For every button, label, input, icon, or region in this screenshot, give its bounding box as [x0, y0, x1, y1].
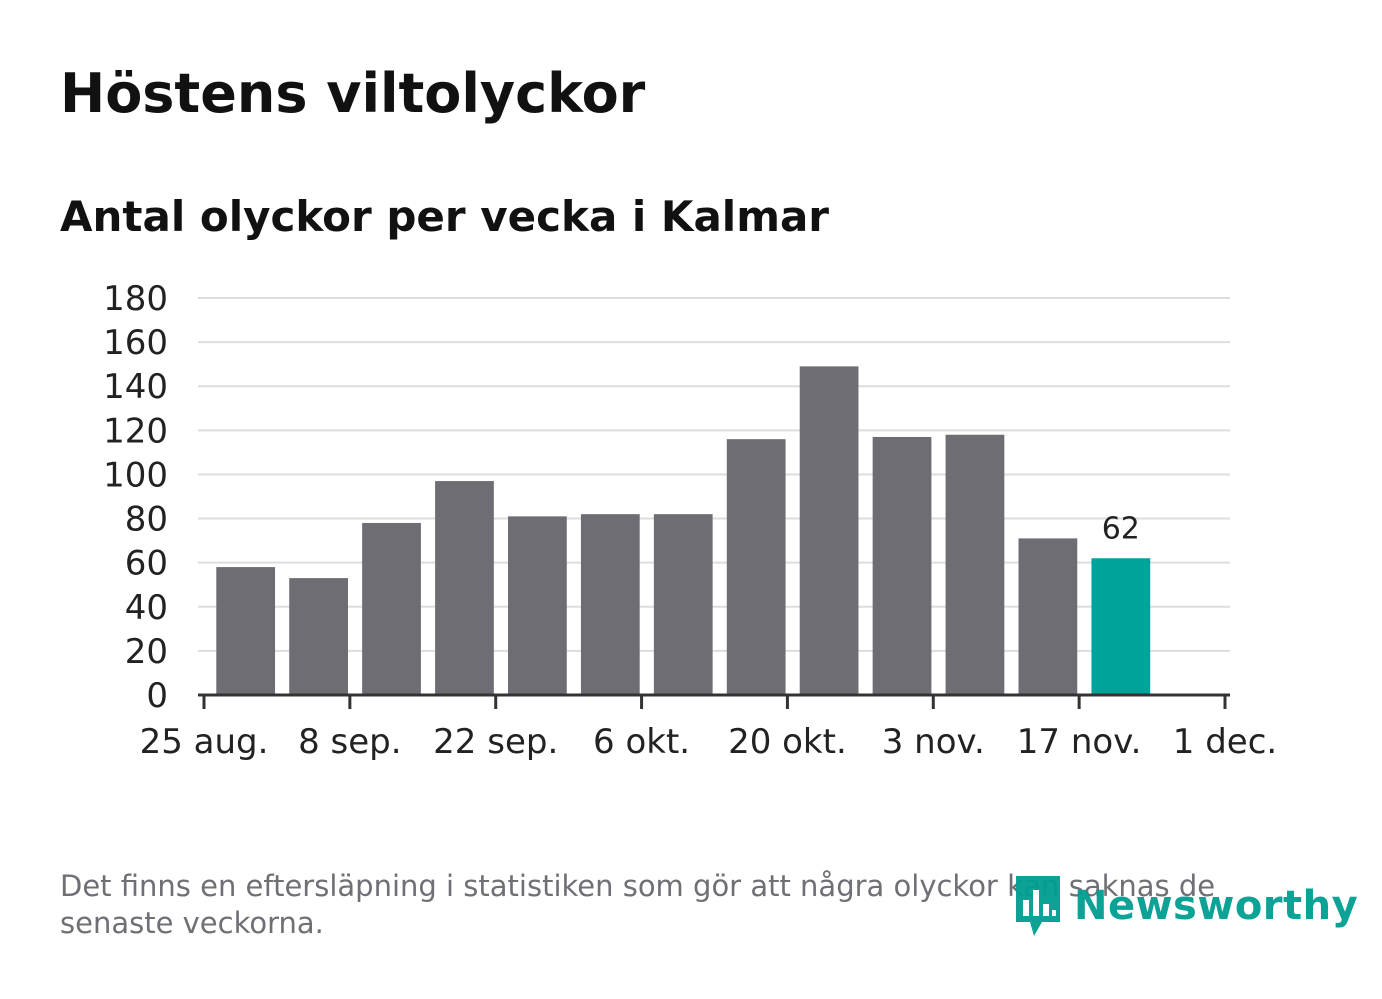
x-tick-label: 3 nov. — [882, 722, 985, 762]
data-labels: 62 — [1102, 511, 1140, 546]
bar — [580, 514, 640, 695]
x-tick-label: 6 okt. — [593, 722, 690, 762]
bar — [945, 434, 1005, 695]
bar — [216, 567, 276, 695]
y-tick-label: 140 — [103, 367, 168, 407]
logo-text: Newsworthy — [1074, 883, 1359, 929]
x-axis — [198, 693, 1230, 709]
bar — [653, 514, 713, 695]
bar-chart-speech-icon — [1016, 876, 1060, 936]
x-tick-label: 8 sep. — [298, 722, 401, 762]
y-tick-label: 120 — [103, 411, 168, 451]
y-tick-label: 0 — [146, 676, 168, 716]
bar — [799, 366, 859, 695]
x-tick-label: 1 dec. — [1173, 722, 1277, 762]
bar — [726, 439, 786, 695]
chart-title: Höstens viltolyckor — [60, 62, 646, 125]
bar — [362, 522, 421, 695]
x-axis-tick-labels: 25 aug. 8 sep. 22 sep. 6 okt. 20 okt. 3 nov. 1… — [140, 722, 1278, 762]
y-tick-label: 160 — [103, 323, 168, 363]
bar — [508, 516, 567, 695]
y-tick-label: 100 — [103, 455, 168, 495]
x-tick-label: 25 aug. — [140, 722, 269, 762]
bar-highlight — [1091, 558, 1151, 695]
bar — [289, 578, 348, 695]
bar — [1018, 538, 1078, 695]
x-tick-label: 20 okt. — [728, 722, 847, 762]
chart-subtitle: Antal olyckor per vecka i Kalmar — [60, 192, 830, 241]
bar — [435, 481, 494, 695]
x-tick-label: 22 sep. — [433, 722, 558, 762]
y-tick-label: 40 — [125, 588, 168, 628]
y-tick-label: 180 — [103, 279, 168, 319]
x-tick-label: 17 nov. — [1017, 722, 1142, 762]
y-tick-label: 60 — [125, 544, 168, 584]
grid-lines — [198, 297, 1230, 652]
y-tick-label: 80 — [125, 500, 168, 540]
newsworthy-logo: Newsworthy — [1012, 872, 1358, 940]
bar — [872, 436, 932, 695]
y-tick-label: 20 — [125, 632, 168, 672]
bars — [216, 366, 1151, 695]
bar-value-label: 62 — [1102, 511, 1140, 546]
